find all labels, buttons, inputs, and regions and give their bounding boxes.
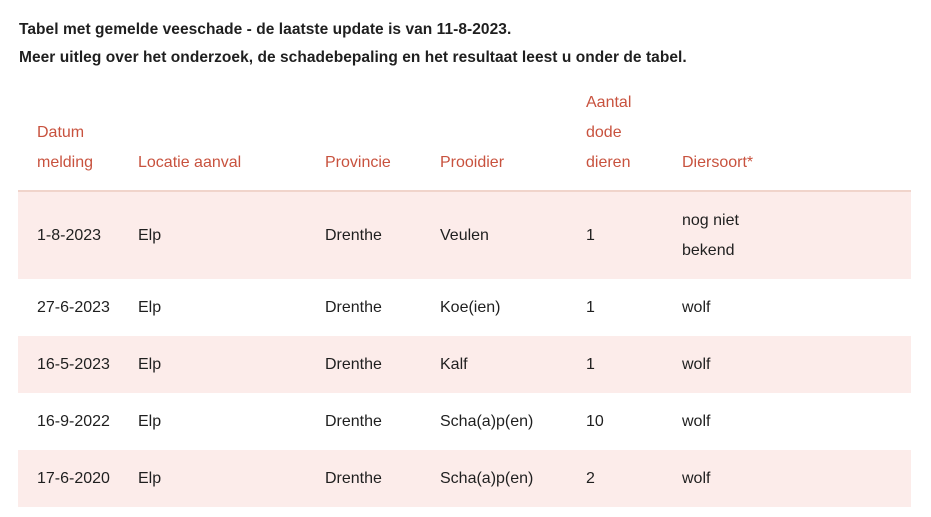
table-explanation: Meer uitleg over het onderzoek, de schad… <box>19 49 687 66</box>
cell-locatie: Elp <box>138 298 162 316</box>
table-caption: Tabel met gemelde veeschade - de laatste… <box>19 21 512 38</box>
cell-diersoort: wolf <box>682 355 711 373</box>
col-header-provincie: Provincie <box>306 88 421 192</box>
cell-prooidier: Scha(a)p(en) <box>440 412 534 430</box>
cell-datum: 16-9-2022 <box>37 412 110 430</box>
table-row: 16-9-2022 Elp Drenthe Scha(a)p(en) 10 wo… <box>18 393 911 450</box>
cell-locatie: Elp <box>138 469 162 487</box>
table-header: Datum melding Locatie aanval Provincie P… <box>18 88 911 192</box>
cell-datum: 27-6-2023 <box>37 298 110 316</box>
col-header-aantal-dode-dieren: Aantal dode dieren <box>567 88 663 192</box>
cell-locatie: Elp <box>138 226 162 244</box>
cell-prooidier: Scha(a)p(en) <box>440 469 534 487</box>
cell-locatie: Elp <box>138 355 162 373</box>
table-intro: Tabel met gemelde veeschade - de laatste… <box>19 16 687 72</box>
cell-aantal: 2 <box>586 469 595 487</box>
cell-aantal: 1 <box>586 226 595 244</box>
cell-provincie: Drenthe <box>325 469 382 487</box>
cell-prooidier: Kalf <box>440 355 468 373</box>
col-header-prooidier: Prooidier <box>421 88 567 192</box>
cell-prooidier: Koe(ien) <box>440 298 501 316</box>
livestock-damage-table: Datum melding Locatie aanval Provincie P… <box>18 88 911 507</box>
cell-diersoort: wolf <box>682 412 711 430</box>
cell-aantal: 1 <box>586 355 595 373</box>
cell-provincie: Drenthe <box>325 412 382 430</box>
col-header-diersoort: Diersoort* <box>663 88 911 192</box>
cell-diersoort: nog niet bekend <box>682 211 739 259</box>
cell-aantal: 10 <box>586 412 604 430</box>
cell-provincie: Drenthe <box>325 355 382 373</box>
cell-diersoort: wolf <box>682 298 711 316</box>
cell-provincie: Drenthe <box>325 226 382 244</box>
table-row: 27-6-2023 Elp Drenthe Koe(ien) 1 wolf <box>18 279 911 336</box>
cell-datum: 16-5-2023 <box>37 355 110 373</box>
cell-locatie: Elp <box>138 412 162 430</box>
cell-diersoort: wolf <box>682 469 711 487</box>
col-header-locatie-aanval: Locatie aanval <box>119 88 306 192</box>
table-row: 16-5-2023 Elp Drenthe Kalf 1 wolf <box>18 336 911 393</box>
col-header-datum-melding: Datum melding <box>18 88 119 192</box>
table-row: 17-6-2020 Elp Drenthe Scha(a)p(en) 2 wol… <box>18 450 911 507</box>
cell-datum: 17-6-2020 <box>37 469 110 487</box>
cell-prooidier: Veulen <box>440 226 489 244</box>
cell-aantal: 1 <box>586 298 595 316</box>
cell-datum: 1-8-2023 <box>37 226 102 244</box>
table-row: 1-8-2023 Elp Drenthe Veulen 1 nog niet b… <box>18 191 911 279</box>
cell-provincie: Drenthe <box>325 298 382 316</box>
